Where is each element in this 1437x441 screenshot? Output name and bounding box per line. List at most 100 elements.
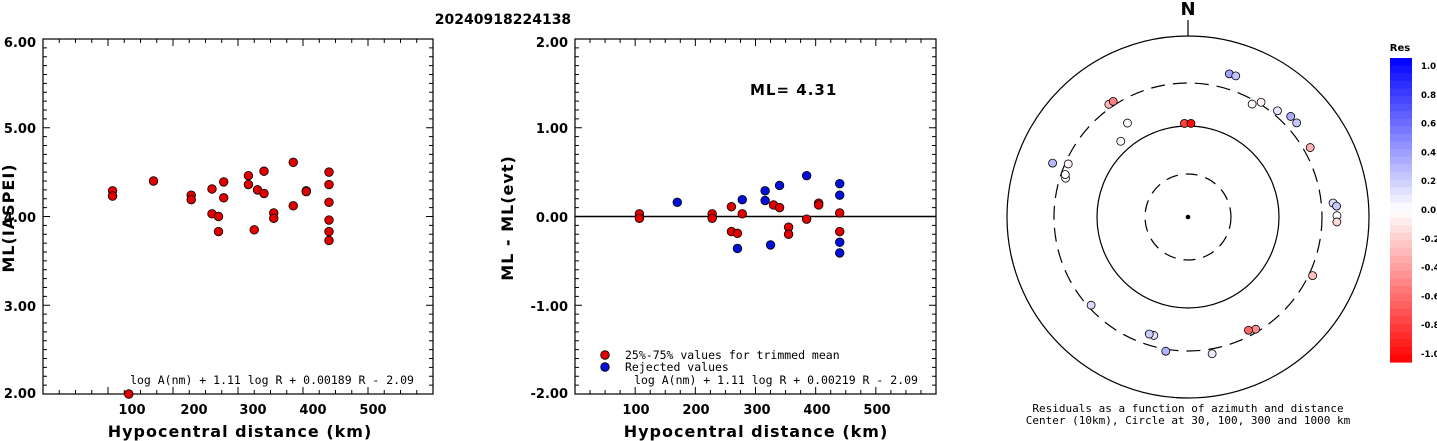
ml-data-point	[243, 179, 254, 190]
ml-annotation: ML= 4.31	[750, 81, 837, 99]
ml-data-point	[148, 176, 159, 186]
epicenter-marker	[1185, 214, 1191, 220]
ml-data-point	[324, 215, 334, 225]
residual-data-point	[801, 214, 812, 224]
colorbar-swatch	[1390, 308, 1412, 317]
legend-label-accepted: 25%-75% values for trimmed mean	[625, 348, 840, 362]
xtick-label: 100	[118, 403, 145, 418]
azimuth-residual-point	[1273, 106, 1282, 116]
xtick-label: 400	[803, 403, 830, 418]
residual-data-point	[732, 228, 743, 239]
formula-label: log A(nm) + 1.11 log R + 0.00189 R - 2.0…	[130, 373, 414, 387]
ytick-label: -2.00	[531, 387, 568, 402]
colorbar-swatch	[1390, 96, 1412, 105]
colorbar-swatch	[1390, 164, 1412, 173]
colorbar-swatch	[1390, 301, 1412, 310]
colorbar-swatch	[1390, 194, 1412, 203]
colorbar-swatch	[1390, 286, 1412, 295]
colorbar-swatch	[1390, 65, 1412, 74]
residual-data-point	[813, 200, 824, 210]
colorbar-swatch	[1390, 126, 1412, 135]
colorbar-swatch	[1390, 179, 1412, 188]
ml-data-point	[269, 213, 279, 223]
colorbar-swatch	[1390, 270, 1412, 279]
residual-data-point	[707, 213, 717, 223]
range-circle-1000km	[1006, 35, 1370, 399]
figure-title: 20240918224138	[435, 12, 571, 28]
data-points-polar	[1048, 69, 1342, 359]
colorbar-swatch	[1390, 293, 1412, 302]
ml-data-point	[259, 166, 269, 176]
residual-data-point	[634, 213, 645, 223]
colorbar-swatch	[1390, 210, 1412, 219]
colorbar-label: 0.0	[1421, 206, 1436, 216]
formula-label: log A(nm) + 1.11 log R + 0.00219 R - 2.0…	[634, 373, 918, 387]
ml-data-point	[324, 167, 334, 177]
residual-data-point	[835, 237, 845, 247]
ytick-label: 5.00	[4, 122, 36, 137]
legend-marker-rejected	[600, 362, 610, 372]
xtick-label: 300	[743, 403, 770, 418]
azimuth-residual-point	[1123, 118, 1132, 128]
caption-line-1: Residuals as a function of azimuth and d…	[1032, 402, 1343, 415]
data-points-middle	[634, 170, 845, 258]
y-axis-label: ML - ML(evt)	[498, 155, 517, 281]
azimuth-residual-point	[1251, 324, 1261, 334]
xtick-label: 100	[622, 403, 649, 418]
ml-data-point	[324, 235, 334, 246]
azimuth-residual-point	[1207, 349, 1217, 359]
range-circle-30km	[1144, 173, 1232, 261]
residual-data-point	[835, 248, 845, 258]
colorbar-swatch	[1390, 316, 1412, 325]
xtick-label: 200	[682, 403, 709, 418]
ml-data-point	[249, 225, 259, 235]
azimuth-residual-point	[1186, 118, 1196, 128]
colorbar-swatch	[1390, 111, 1412, 120]
ytick-label: -1.00	[531, 300, 568, 315]
x-axis-label: Hypocentral distance (km)	[108, 422, 373, 441]
ml-data-point	[259, 188, 269, 199]
azimuth-residual-point	[1292, 118, 1302, 128]
ml-data-point	[218, 193, 229, 203]
colorbar-label: 0.2	[1421, 177, 1436, 187]
colorbar-swatch	[1390, 225, 1412, 234]
colorbar-labels: 1.0 0.8 0.6 0.4 0.2 0.0 -0.2 -0.4 -0.6 -0.8 -1.0	[1421, 62, 1437, 360]
ytick-label: 6.00	[4, 36, 36, 51]
colorbar-label: -0.2	[1421, 235, 1437, 245]
azimuth-residual-point	[1048, 158, 1058, 168]
ml-data-point	[324, 179, 334, 190]
panel-azimuth-residuals: N Residuals as a function of azimuth and…	[1006, 0, 1370, 427]
tick-marks-left	[42, 38, 434, 395]
legend-label-rejected: Rejected values	[625, 360, 729, 374]
ml-data-point	[213, 226, 224, 237]
data-points-left	[107, 157, 334, 399]
azimuth-residual-point	[1305, 143, 1315, 152]
ml-data-point	[107, 191, 118, 201]
residual-data-point	[760, 195, 770, 206]
colorbar-swatch	[1390, 240, 1412, 249]
ml-data-point	[288, 157, 298, 168]
ml-data-point	[288, 201, 298, 211]
residual-data-point	[732, 243, 743, 254]
colorbar-label: 0.8	[1421, 91, 1436, 101]
azimuth-residual-point	[1086, 300, 1096, 310]
colorbar-swatch	[1390, 202, 1412, 211]
azimuth-residual-point	[1116, 136, 1126, 146]
north-label: N	[1180, 0, 1195, 20]
azimuth-residual-point	[1308, 271, 1318, 281]
ml-data-point	[324, 197, 334, 208]
y-axis-label: ML(IASPEI)	[0, 163, 18, 272]
colorbar-swatch	[1390, 217, 1412, 226]
colorbar-swatch	[1390, 255, 1412, 264]
residual-data-point	[737, 209, 747, 219]
colorbar: Res 1.0 0.8 0.6 0.4 0.2 0.0 -0.2 -0.4 -0.6 -0.8 -1…	[1390, 43, 1437, 363]
xtick-label: 400	[299, 403, 326, 418]
residual-data-point	[801, 170, 812, 181]
residual-data-point	[774, 180, 785, 191]
plot-frame-left	[42, 38, 434, 395]
azimuth-residual-point	[1108, 96, 1118, 106]
colorbar-label: -0.4	[1421, 264, 1437, 274]
ytick-label: 3.00	[4, 300, 36, 315]
residual-data-point	[783, 229, 794, 239]
